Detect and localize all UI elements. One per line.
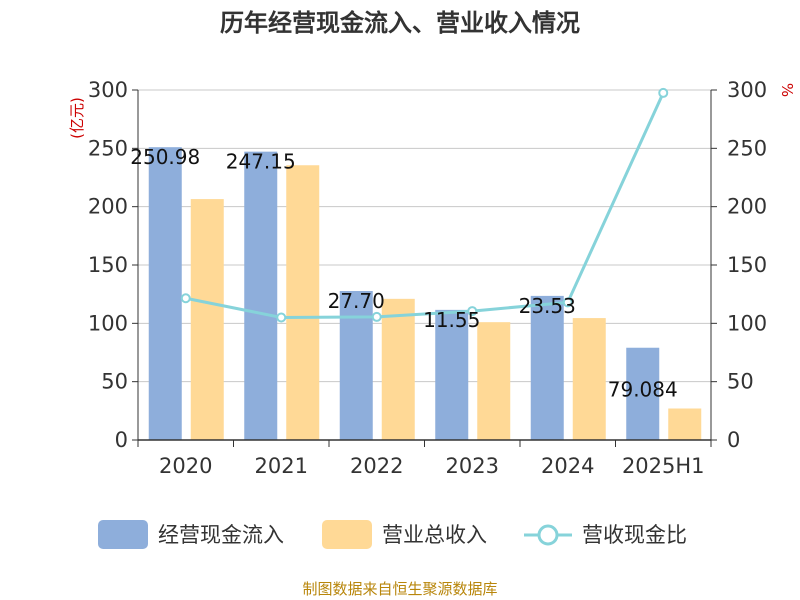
y-right-tick-label: 0 xyxy=(727,428,740,452)
y-right-unit: % xyxy=(778,83,796,97)
legend-label-revenue: 营业总收入 xyxy=(382,523,487,547)
bar-revenue xyxy=(190,199,224,440)
legend-label-cash-inflow: 经营现金流入 xyxy=(158,523,284,547)
y-right-tick-label: 200 xyxy=(727,195,767,219)
bar-revenue xyxy=(477,322,511,440)
bar-cash-inflow xyxy=(626,347,660,440)
x-tick-label: 2023 xyxy=(446,454,499,478)
bar-revenue xyxy=(572,318,606,440)
y-left-tick-label: 150 xyxy=(88,253,128,277)
bars xyxy=(148,147,702,441)
y-right-tick-label: 250 xyxy=(727,136,767,160)
y-left-tick-label: 300 xyxy=(88,78,128,102)
y-left-tick-label: 0 xyxy=(115,428,128,452)
y-right-tick-label: 50 xyxy=(727,370,754,394)
legend-swatch-cash-inflow xyxy=(98,520,148,549)
y-left-tick-label: 250 xyxy=(88,136,128,160)
data-label: 79.084 xyxy=(608,378,678,402)
y-left-tick-label: 200 xyxy=(88,195,128,219)
bar-cash-inflow xyxy=(148,147,182,440)
source-note: 制图数据来自恒生聚源数据库 xyxy=(302,580,497,598)
ratio-line-path xyxy=(185,92,665,320)
x-tick-label: 2024 xyxy=(541,454,594,478)
data-label: 247.15 xyxy=(226,150,296,174)
ratio-point xyxy=(371,311,382,322)
x-tick-label: 2022 xyxy=(350,454,403,478)
bar-revenue xyxy=(668,408,702,440)
bar-revenue xyxy=(381,298,415,440)
gridlines xyxy=(138,89,711,383)
bar-cash-inflow xyxy=(435,309,469,440)
x-tick-label: 2025H1 xyxy=(622,454,705,478)
ratio-line xyxy=(180,87,669,323)
legend: 经营现金流入 营业总收入 营收现金比 xyxy=(98,520,687,549)
ratio-point xyxy=(276,312,287,323)
bar-cash-inflow xyxy=(244,151,278,441)
legend-label-ratio: 营收现金比 xyxy=(582,523,687,547)
y-left-tick-label: 100 xyxy=(88,311,128,335)
x-tick-label: 2021 xyxy=(255,454,308,478)
bar-cash-inflow xyxy=(339,291,373,440)
y-right-tick-label: 100 xyxy=(727,311,767,335)
data-label: 250.98 xyxy=(130,145,200,169)
ratio-point xyxy=(467,306,478,317)
y-left-unit: (亿元) xyxy=(68,97,86,139)
y-left-tick-label: 50 xyxy=(101,370,128,394)
bar-revenue xyxy=(286,165,320,440)
ratio-point xyxy=(562,297,573,308)
data-label: 11.55 xyxy=(423,308,480,332)
data-label: 27.70 xyxy=(328,289,385,313)
axes: 0 50 100 150 200 250 300 0 50 100 150 200 250 300 2020… xyxy=(88,78,767,478)
legend-swatch-ratio-marker xyxy=(537,524,559,546)
legend-swatch-revenue xyxy=(322,520,372,549)
y-right-tick-label: 300 xyxy=(727,78,767,102)
y-right-tick-label: 150 xyxy=(727,253,767,277)
ratio-point xyxy=(658,87,669,98)
chart-title: 历年经营现金流入、营业收入情况 xyxy=(220,9,580,37)
bar-cash-inflow xyxy=(530,295,564,440)
x-tick-label: 2020 xyxy=(159,454,212,478)
ratio-point xyxy=(180,293,191,304)
data-labels: 250.98 247.15 27.70 11.55 23.53 79.084 xyxy=(130,145,677,402)
data-label: 23.53 xyxy=(519,294,576,318)
